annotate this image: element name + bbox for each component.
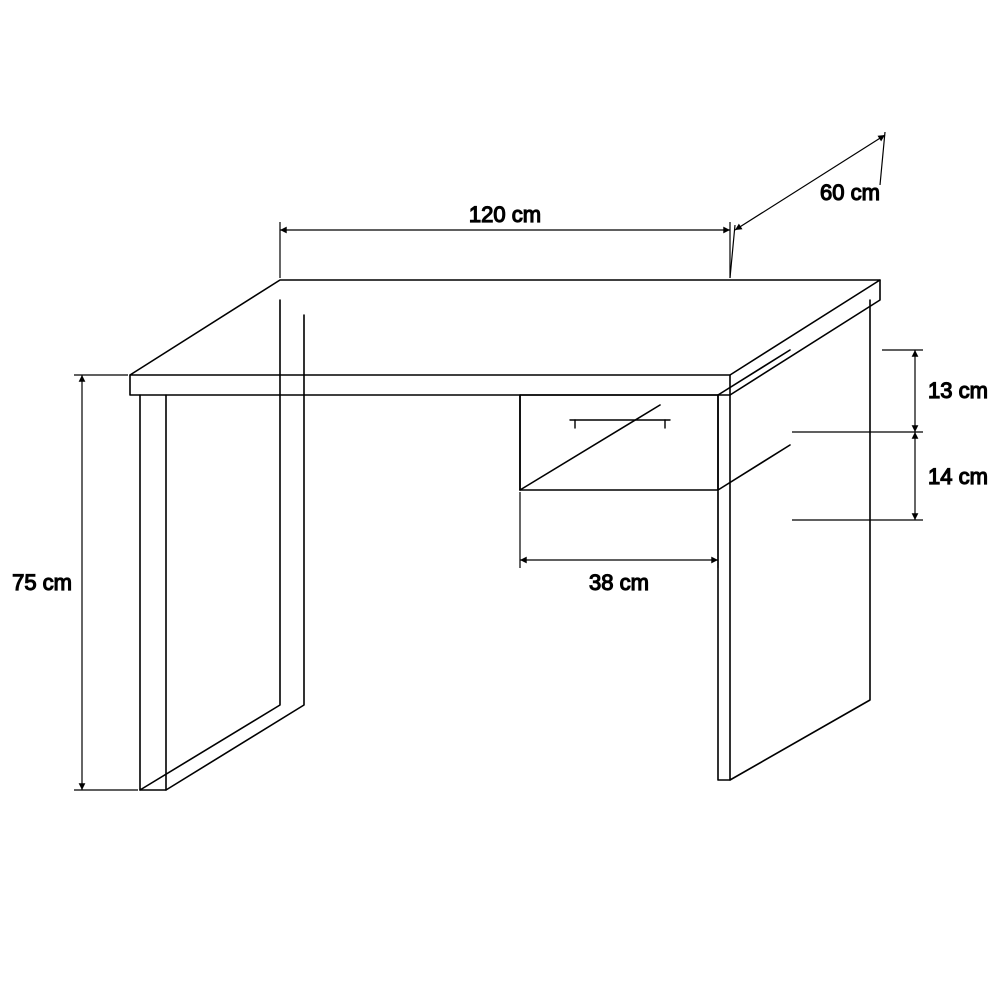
right-leg-front-sliver [718,395,730,780]
drawer-side-top [718,350,790,395]
dim-drawer-gap: 13 cm [792,350,988,432]
dim-drawer-width-label: 38 cm [589,570,649,595]
left-leg-thickness [140,395,166,790]
dim-depth-label: 60 cm [820,180,880,205]
desk-dimension-diagram: 120 cm 60 cm 75 cm 13 cm 14 cm [0,0,1000,1000]
tabletop-top [130,280,880,375]
dim-drawer-gap-label: 13 cm [928,378,988,403]
dim-depth: 60 cm [730,132,885,278]
tabletop-right-edge [730,280,880,395]
dim-height: 75 cm [12,375,138,790]
right-leg-outer [730,300,870,780]
dim-drawer-height: 14 cm [792,432,988,520]
drawer-side-bottom [718,445,790,490]
dim-drawer-height-label: 14 cm [928,464,988,489]
drawer-front [520,395,718,490]
dim-width-label: 120 cm [469,202,541,227]
drawer-handle [570,420,670,428]
tabletop-front-edge [130,375,730,395]
dim-drawer-width: 38 cm [520,492,718,595]
left-leg-thickness-back [166,315,304,790]
drawer-bottom [520,405,660,490]
dim-width: 120 cm [280,202,730,278]
dim-height-label: 75 cm [12,570,72,595]
left-leg-outer [140,300,280,790]
